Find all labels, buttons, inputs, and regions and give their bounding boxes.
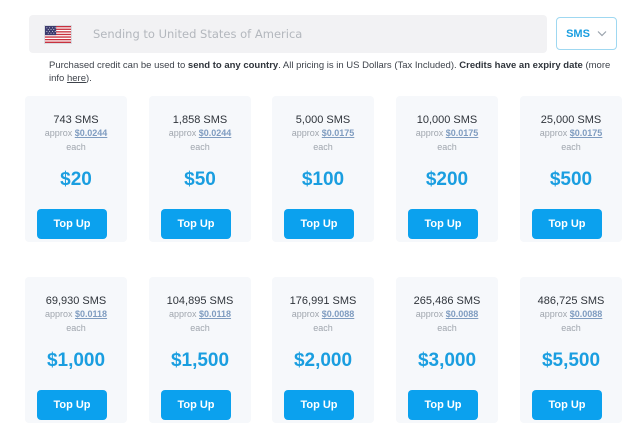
each-label: each [66,142,86,152]
package-unit-price: approx $0.0118 [25,309,127,319]
package-card: 743 SMS approx $0.0244 each $20 Top Up [25,96,127,242]
approx-label: approx [539,128,568,138]
top-up-button[interactable]: Top Up [284,390,354,420]
each-label: each [437,142,457,152]
approx-label: approx [44,128,73,138]
package-amount: 104,895 SMS [166,295,234,307]
unit-price-link[interactable]: $0.0118 [199,309,232,319]
package-unit-price: approx $0.0175 [272,128,374,138]
package-card: 25,000 SMS approx $0.0175 each $500 Top Up [520,96,622,242]
package-unit-price: approx $0.0244 [25,128,127,138]
package-price: $20 [60,169,92,190]
package-card: 104,895 SMS approx $0.0118 each $1,500 Top U… [149,277,251,423]
info-bold-expiry: Credits have an expiry date [459,60,583,71]
info-bold-send-any-country: send to any country [187,60,279,71]
package-price: $500 [549,169,593,190]
package-card: 1,858 SMS approx $0.0244 each $50 Top Up [149,96,251,242]
unit-price-link[interactable]: $0.0088 [321,309,355,319]
package-unit-price: approx $0.0118 [149,309,251,319]
package-card: 486,725 SMS approx $0.0088 each $5,500 Top U… [520,277,622,423]
approx-label: approx [291,128,320,138]
package-price: $5,500 [541,350,601,371]
each-label: each [313,142,333,152]
info-text-1: Purchased credit can be used to [49,60,188,71]
each-label: each [561,142,581,152]
approx-label: approx [168,309,197,319]
each-label: each [190,323,210,333]
top-up-button[interactable]: Top Up [408,390,478,420]
top-up-button[interactable]: Top Up [408,209,478,239]
package-price: $50 [184,169,216,190]
more-info-link[interactable]: here [66,73,86,84]
package-amount: 743 SMS [53,114,99,126]
pricing-info-text: Purchased credit can be used to send to … [49,59,624,85]
top-up-button[interactable]: Top Up [161,390,231,420]
unit-price-link[interactable]: $0.0088 [569,309,603,319]
package-amount: 25,000 SMS [540,114,602,126]
package-unit-price: approx $0.0088 [272,309,374,319]
approx-label: approx [44,309,73,319]
each-label: each [66,323,86,333]
package-unit-price: approx $0.0175 [520,128,622,138]
approx-label: approx [415,309,444,319]
info-text-2: . All pricing is in US Dollars (Tax Incl… [278,60,460,71]
chevron-down-icon [597,31,607,37]
approx-label: approx [415,128,444,138]
message-type-dropdown[interactable]: SMS [556,17,617,50]
each-label: each [437,323,457,333]
package-price: $1,500 [170,350,230,371]
package-price: $3,000 [417,350,477,371]
top-up-button[interactable]: Top Up [284,209,354,239]
unit-price-link[interactable]: $0.0175 [321,128,355,138]
package-amount: 69,930 SMS [45,295,107,307]
package-amount: 10,000 SMS [416,114,478,126]
package-price: $1,000 [46,350,106,371]
each-label: each [313,323,333,333]
package-price: $100 [301,169,345,190]
each-label: each [190,142,210,152]
country-selector[interactable]: Sending to United States of America [29,15,547,53]
unit-price-link[interactable]: $0.0088 [445,309,479,319]
unit-price-link[interactable]: $0.0244 [74,128,108,138]
package-unit-price: approx $0.0175 [396,128,498,138]
package-card: 176,991 SMS approx $0.0088 each $2,000 Top U… [272,277,374,423]
package-card: 265,486 SMS approx $0.0088 each $3,000 Top U… [396,277,498,423]
package-amount: 176,991 SMS [289,295,357,307]
package-amount: 1,858 SMS [172,114,228,126]
top-up-button[interactable]: Top Up [37,390,107,420]
approx-label: approx [168,128,197,138]
top-up-button[interactable]: Top Up [532,390,602,420]
approx-label: approx [291,309,320,319]
package-amount: 5,000 SMS [295,114,351,126]
package-amount: 486,725 SMS [537,295,605,307]
unit-price-link[interactable]: $0.0244 [198,128,232,138]
message-type-value: SMS [566,27,590,40]
package-card: 5,000 SMS approx $0.0175 each $100 Top Up [272,96,374,242]
country-label: Sending to United States of America [93,27,303,41]
package-price: $2,000 [293,350,353,371]
package-price: $200 [425,169,469,190]
us-flag-icon [44,24,72,44]
approx-label: approx [539,309,568,319]
unit-price-link[interactable]: $0.0118 [75,309,108,319]
package-unit-price: approx $0.0244 [149,128,251,138]
package-amount: 265,486 SMS [413,295,481,307]
top-up-button[interactable]: Top Up [532,209,602,239]
top-up-button[interactable]: Top Up [161,209,231,239]
info-text-3: (more info [49,60,611,84]
info-text-4: ). [85,73,92,84]
top-up-button[interactable]: Top Up [37,209,107,239]
unit-price-link[interactable]: $0.0175 [569,128,603,138]
package-unit-price: approx $0.0088 [396,309,498,319]
unit-price-link[interactable]: $0.0175 [445,128,479,138]
package-card: 10,000 SMS approx $0.0175 each $200 Top Up [396,96,498,242]
each-label: each [561,323,581,333]
package-unit-price: approx $0.0088 [520,309,622,319]
package-card: 69,930 SMS approx $0.0118 each $1,000 Top Up [25,277,127,423]
